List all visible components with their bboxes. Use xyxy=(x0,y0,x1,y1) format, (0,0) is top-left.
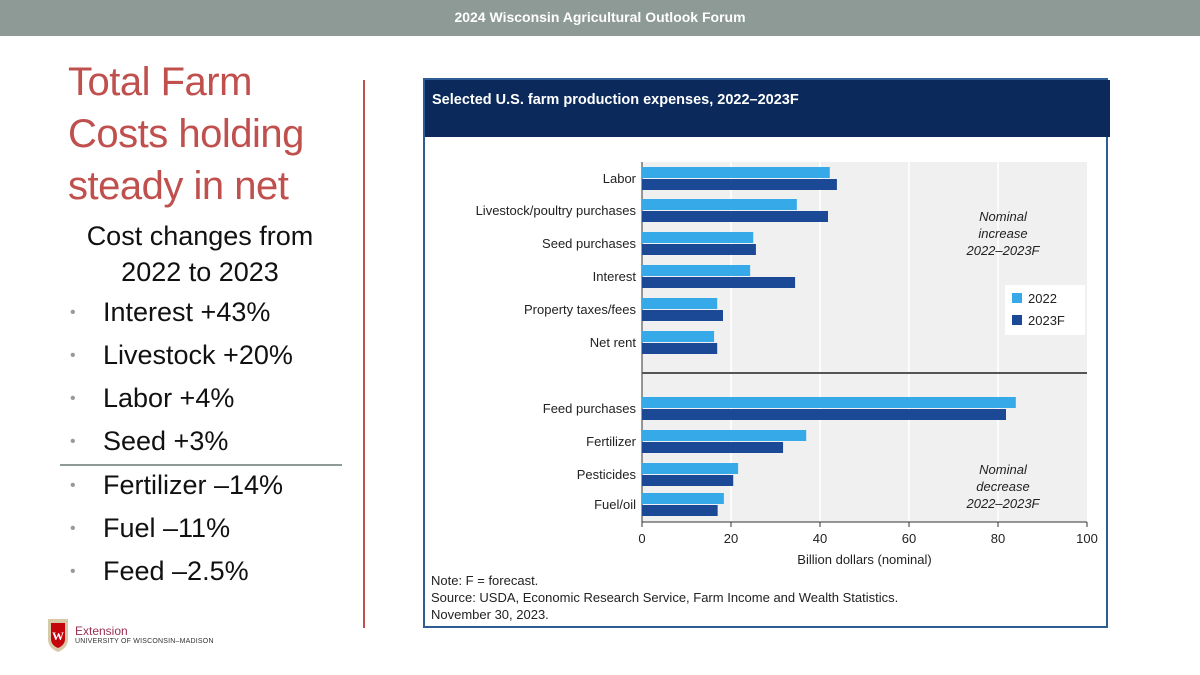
bullet-text: Fuel –11% xyxy=(103,513,231,543)
bar-2023F xyxy=(642,244,756,255)
chart-title: Selected U.S. farm production expenses, … xyxy=(432,92,799,108)
bullet-item: • Seed +3% xyxy=(70,426,228,457)
category-label: Pesticides xyxy=(577,467,637,482)
category-label: Seed purchases xyxy=(542,236,636,251)
bullet-item: • Fertilizer –14% xyxy=(70,470,283,501)
legend-swatch-2023F xyxy=(1012,315,1022,325)
logo-university-text: UNIVERSITY OF WISCONSIN–MADISON xyxy=(75,637,214,645)
legend-swatch-2022 xyxy=(1012,293,1022,303)
bullet-item: • Fuel –11% xyxy=(70,513,230,544)
bar-2023F xyxy=(642,277,796,288)
bar-2022 xyxy=(642,199,797,210)
chart-note: Source: USDA, Economic Research Service,… xyxy=(431,590,898,605)
logo-extension-text: Extension xyxy=(75,623,128,638)
bar-2022 xyxy=(642,331,715,342)
bar-2022 xyxy=(642,463,739,474)
vertical-divider xyxy=(363,80,365,628)
slide-title: Total Farm Costs holding steady in net xyxy=(68,60,304,208)
bullet-text: Fertilizer –14% xyxy=(103,470,284,500)
category-label: Fertilizer xyxy=(586,434,637,449)
x-tick-label: 60 xyxy=(902,531,916,546)
bar-2022 xyxy=(642,167,830,178)
bar-2023F xyxy=(642,442,784,453)
slide-subtitle: Cost changes from 2022 to 2023 xyxy=(86,221,314,287)
slide-header: 2024 Wisconsin Agricultural Outlook Foru… xyxy=(0,0,1200,36)
bar-2022 xyxy=(642,430,807,441)
bar-2023F xyxy=(642,505,718,516)
bar-2022 xyxy=(642,298,718,309)
bullet-text: Feed –2.5% xyxy=(103,556,249,586)
x-tick-label: 40 xyxy=(813,531,827,546)
bar-2023F xyxy=(642,310,723,321)
bar-2022 xyxy=(642,232,754,243)
bullet-item: • Labor +4% xyxy=(70,383,234,414)
bullet-dot-icon: • xyxy=(70,303,76,321)
bar-2022 xyxy=(642,493,724,504)
bullet-text: Seed +3% xyxy=(103,426,229,456)
bullet-item: • Interest +43% xyxy=(70,297,270,328)
category-label: Livestock/poultry purchases xyxy=(476,203,637,218)
bullet-item: • Feed –2.5% xyxy=(70,556,249,587)
divider xyxy=(60,464,342,466)
bullet-dot-icon: • xyxy=(70,432,76,450)
chart-note: November 30, 2023. xyxy=(431,607,549,622)
bar-2023F xyxy=(642,475,734,486)
bullet-item: • Livestock +20% xyxy=(70,340,293,371)
bullet-dot-icon: • xyxy=(70,562,76,580)
extension-logo: W Extension UNIVERSITY OF WISCONSIN–MADI… xyxy=(45,615,214,653)
chart-note: Note: F = forecast. xyxy=(431,573,538,588)
bullet-text: Interest +43% xyxy=(103,297,271,327)
category-label: Feed purchases xyxy=(543,401,637,416)
category-label: Net rent xyxy=(590,335,637,350)
category-label: Interest xyxy=(593,269,637,284)
group-annotation: Nominal decrease 2022–2023F xyxy=(965,462,1040,511)
uw-crest-icon: W xyxy=(48,619,68,652)
bar-2023F xyxy=(642,179,837,190)
category-label: Property taxes/fees xyxy=(524,302,636,317)
group-annotation: Nominal increase 2022–2023F xyxy=(965,209,1040,258)
bullet-dot-icon: • xyxy=(70,476,76,494)
bar-2023F xyxy=(642,343,718,354)
svg-text:W: W xyxy=(52,629,64,643)
bar-2023F xyxy=(642,211,829,222)
bullet-dot-icon: • xyxy=(70,346,76,364)
bullet-dot-icon: • xyxy=(70,519,76,537)
bullet-dot-icon: • xyxy=(70,389,76,407)
chart-header xyxy=(425,80,1110,137)
legend-label: 2023F xyxy=(1028,313,1065,328)
x-tick-label: 0 xyxy=(638,531,645,546)
x-tick-label: 100 xyxy=(1076,531,1098,546)
bar-2022 xyxy=(642,397,1016,408)
bar-chart-svg: Selected U.S. farm production expenses, … xyxy=(425,80,1110,622)
x-tick-label: 20 xyxy=(724,531,738,546)
bar-2022 xyxy=(642,265,751,276)
x-tick-label: 80 xyxy=(991,531,1005,546)
bullet-text: Labor +4% xyxy=(103,383,235,413)
category-label: Fuel/oil xyxy=(594,497,636,512)
legend-label: 2022 xyxy=(1028,291,1057,306)
category-label: Labor xyxy=(603,171,637,186)
bar-2023F xyxy=(642,409,1007,420)
x-axis-label: Billion dollars (nominal) xyxy=(797,552,931,567)
bullet-text: Livestock +20% xyxy=(103,340,293,370)
chart: Selected U.S. farm production expenses, … xyxy=(423,78,1110,628)
